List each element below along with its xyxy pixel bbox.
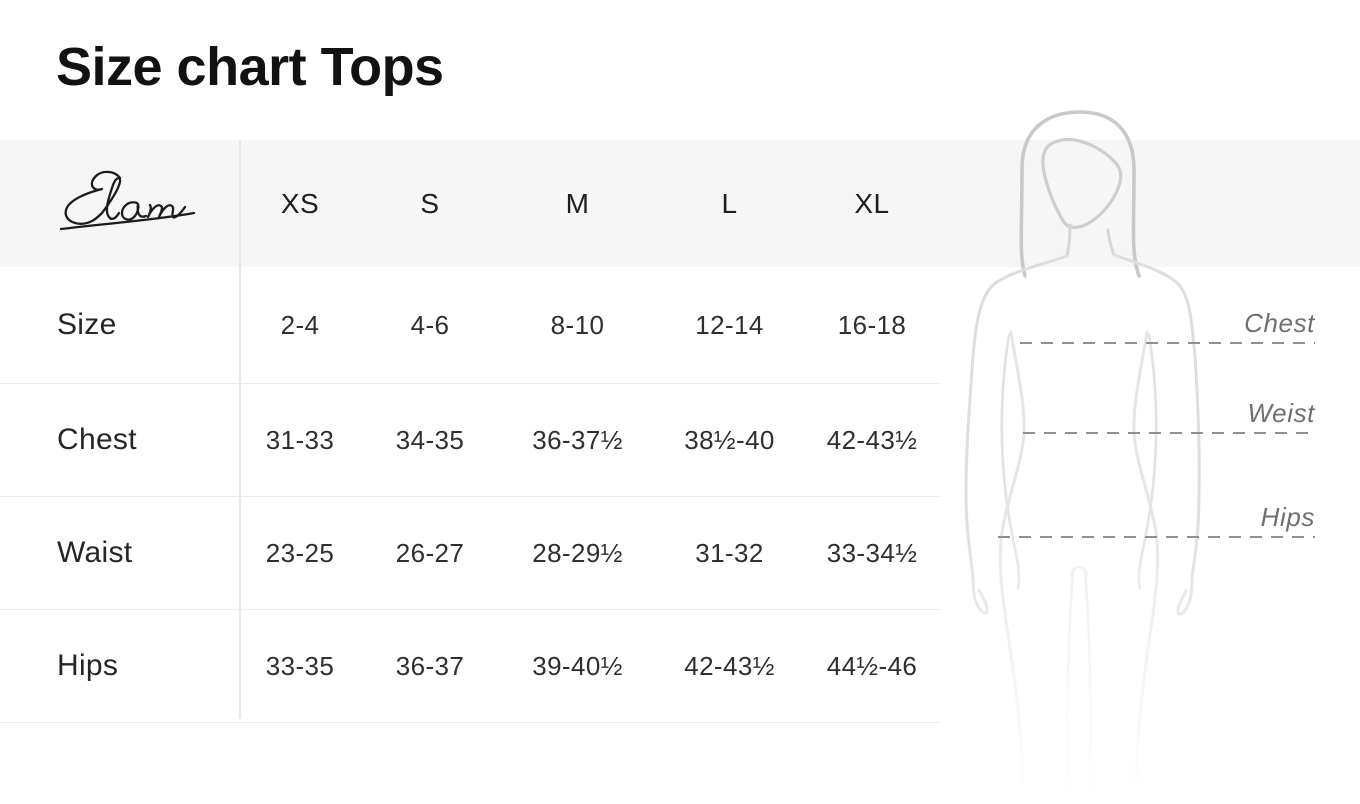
hips-value-m: 39-40½ <box>532 650 623 681</box>
row-label-chest: Chest <box>57 423 137 456</box>
figure-left-inner-leg <box>1066 570 1075 804</box>
figure-neck-right <box>1106 228 1116 257</box>
column-divider <box>239 140 241 719</box>
size-value-m: 8-10 <box>550 309 605 340</box>
column-header-l: L <box>721 187 738 219</box>
row-label-waist: Waist <box>57 536 133 569</box>
column-header-xs: XS <box>280 187 320 219</box>
figure-face <box>1041 137 1123 230</box>
hips-value-xl: 44½-46 <box>826 650 918 681</box>
hips-measure-label: Hips <box>1260 502 1315 532</box>
body-figure-illustration <box>964 110 1201 804</box>
size-value-l: 12-14 <box>695 309 764 340</box>
chest-value-xs: 31-33 <box>265 424 335 455</box>
brand-logo-cell: Elan <box>0 140 240 267</box>
hips-value-s: 36-37 <box>395 650 465 681</box>
figure-right-torso-leg <box>1132 330 1160 804</box>
table-row-chest: Chest 31-33 34-35 36-37½ 38½-40 42-43½ <box>0 384 940 497</box>
figure-hair <box>1019 110 1141 278</box>
chest-value-m: 36-37½ <box>532 424 623 455</box>
row-label-size: Size <box>57 308 117 341</box>
column-header-s: S <box>420 187 440 219</box>
figure-right-arm <box>1112 253 1201 616</box>
waist-value-m: 28-29½ <box>532 537 623 568</box>
table-row-hips: Hips 33-35 36-37 39-40½ 42-43½ 44½-46 <box>0 610 940 723</box>
row-label-hips: Hips <box>57 649 119 682</box>
size-value-s: 4-6 <box>410 309 450 340</box>
chest-value-l: 38½-40 <box>684 424 775 455</box>
figure-left-arm <box>964 254 1069 615</box>
waist-value-s: 26-27 <box>395 537 465 568</box>
page-title: Size chart Tops <box>56 37 444 97</box>
waist-value-l: 31-32 <box>695 537 764 568</box>
chest-measure-label: Chest <box>1244 308 1315 338</box>
body-figure <box>940 104 1360 804</box>
size-table: Elan XS S M L XL Size 2-4 4-6 8-10 12-14… <box>0 140 940 723</box>
chest-value-xl: 42-43½ <box>826 424 918 455</box>
brand-logo-signature-icon <box>59 170 196 231</box>
brand-name: Elan <box>0 203 1 204</box>
figure-neck-left <box>1065 223 1072 258</box>
table-header-row: Elan XS S M L XL <box>0 140 940 267</box>
waist-value-xl: 33-34½ <box>826 537 918 568</box>
chest-value-s: 34-35 <box>395 424 465 455</box>
waist-value-xs: 23-25 <box>265 537 335 568</box>
figure-left-inner-arm <box>1000 333 1021 590</box>
column-header-m: M <box>565 187 590 219</box>
figure-right-inner-arm <box>1137 333 1158 590</box>
hips-value-xs: 33-35 <box>265 650 335 681</box>
waist-measure-label: Weist <box>1247 398 1315 428</box>
column-header-xl: XL <box>854 187 890 219</box>
table-row-size: Size 2-4 4-6 8-10 12-14 16-18 <box>0 267 940 384</box>
size-value-xl: 16-18 <box>837 309 907 340</box>
table-row-waist: Waist 23-25 26-27 28-29½ 31-32 33-34½ <box>0 497 940 610</box>
figure-right-inner-leg <box>1083 570 1092 804</box>
size-value-xs: 2-4 <box>280 309 320 340</box>
hips-value-l: 42-43½ <box>684 650 775 681</box>
figure-left-torso-leg <box>998 330 1026 804</box>
